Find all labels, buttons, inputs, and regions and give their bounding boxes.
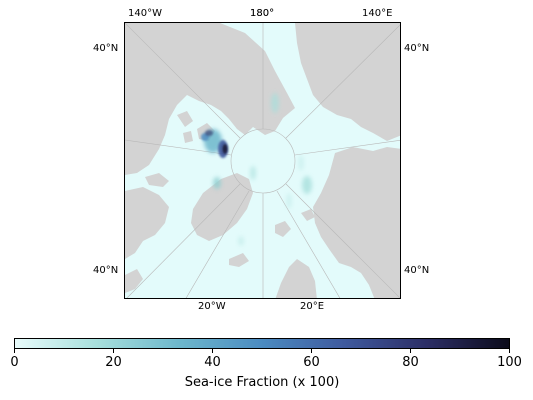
meridian-line — [285, 183, 400, 298]
colorbar-tick-label: 0 — [10, 355, 19, 370]
franz-josef-land — [301, 209, 315, 221]
lat-label-right-lower: 40°N — [404, 265, 430, 276]
colorbar — [14, 338, 510, 349]
meridian-line — [294, 139, 400, 156]
archipelago-island — [177, 111, 193, 127]
lon-label-140w: 140°W — [128, 8, 162, 19]
labrador-landmass — [125, 187, 169, 259]
colorbar-tick-label: 40 — [204, 355, 221, 370]
north-america-landmass — [125, 23, 295, 175]
lat-label-right-upper: 40°N — [404, 43, 430, 54]
colorbar-tick-mark — [311, 349, 312, 353]
colorbar-title: Sea-ice Fraction (x 100) — [184, 375, 340, 390]
graticule — [125, 23, 400, 298]
lon-label-180-b: 180° — [250, 8, 275, 19]
colorbar-tick-mark — [509, 349, 510, 353]
colorbar-tick-label: 60 — [303, 355, 320, 370]
meridian-line — [185, 190, 250, 298]
colorbar-tick-mark — [212, 349, 213, 353]
meridian-line — [285, 24, 400, 139]
sea-ice-patch — [298, 155, 304, 171]
archipelago-island — [145, 173, 169, 187]
archipelago-island — [183, 131, 193, 143]
lon-label-20w: 20°W — [198, 301, 226, 312]
sea-ice-field — [201, 93, 312, 246]
lon-label-20e: 20°E — [300, 301, 325, 312]
sea-ice-patch — [213, 177, 221, 189]
meridian-line — [126, 183, 241, 298]
colorbar-tick-label: 100 — [497, 355, 522, 370]
wrangel-island — [245, 79, 257, 89]
greenland — [191, 173, 253, 241]
polar-map — [125, 23, 400, 298]
colorbar-tick-label: 80 — [402, 355, 419, 370]
meridian-line — [276, 190, 341, 298]
sea-ice-patch — [238, 236, 244, 246]
land-masses — [125, 23, 400, 298]
svalbard — [275, 221, 291, 237]
sea-ice-patch — [271, 93, 279, 113]
colorbar-tick-mark — [113, 349, 114, 353]
iceland — [229, 253, 249, 267]
sea-ice-core — [222, 144, 228, 154]
sea-ice-patch — [286, 193, 292, 209]
lat-label-left-lower: 40°N — [93, 265, 119, 276]
sea-ice-patch — [250, 166, 256, 180]
lat-label-left-upper: 40°N — [93, 43, 119, 54]
lon-label-140e: 140°E — [362, 8, 393, 19]
map-panel — [124, 22, 401, 299]
colorbar-tick-label: 20 — [105, 355, 122, 370]
sea-ice-patch — [205, 130, 213, 136]
scandinavia — [275, 259, 317, 298]
novaya-zemlya — [353, 211, 371, 235]
colorbar-tick-mark — [14, 349, 15, 353]
meridian-line — [125, 23, 241, 139]
lon-label-180-a: 180° — [250, 8, 275, 19]
southern-landmass — [125, 269, 143, 293]
colorbar-tick-mark — [410, 349, 411, 353]
eastern-siberia — [295, 23, 400, 141]
sea-ice-patch — [302, 176, 312, 194]
